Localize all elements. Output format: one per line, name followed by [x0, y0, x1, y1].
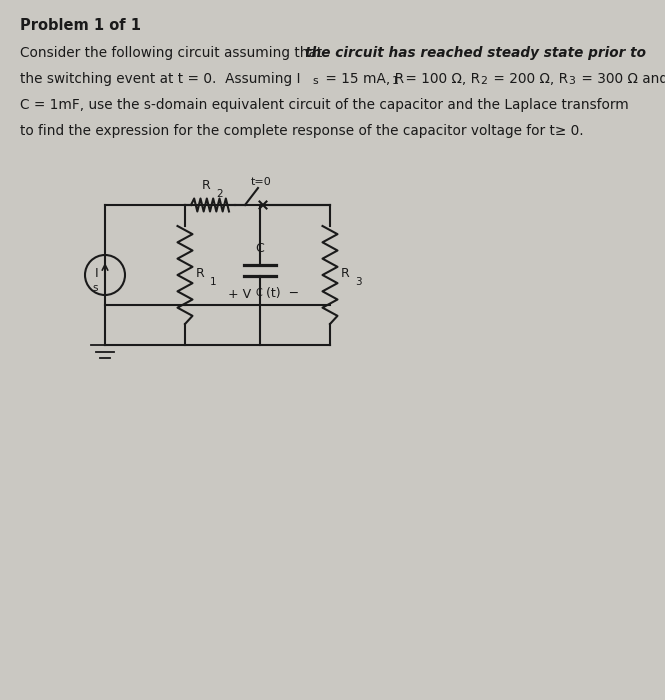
Text: (t)  −: (t) − [266, 288, 299, 300]
Text: + V: + V [228, 288, 251, 300]
Text: s: s [92, 283, 98, 293]
Text: 3: 3 [355, 277, 362, 287]
Text: = 200 Ω, R: = 200 Ω, R [489, 72, 568, 86]
Text: I: I [94, 267, 98, 279]
Text: 1: 1 [210, 277, 217, 287]
Text: 2: 2 [480, 76, 487, 86]
Text: R: R [201, 179, 210, 192]
Text: to find the expression for the complete response of the capacitor voltage for t≥: to find the expression for the complete … [20, 124, 584, 138]
Text: = 300 Ω and: = 300 Ω and [577, 72, 665, 86]
Text: 3: 3 [568, 76, 575, 86]
Text: = 15 mA, R: = 15 mA, R [321, 72, 404, 86]
Text: Consider the following circuit assuming that: Consider the following circuit assuming … [20, 46, 327, 60]
Text: the switching event at t = 0.  Assuming I: the switching event at t = 0. Assuming I [20, 72, 301, 86]
Text: t=0: t=0 [251, 177, 272, 187]
Text: Problem 1 of 1: Problem 1 of 1 [20, 18, 141, 33]
Text: C: C [255, 288, 262, 298]
Text: R: R [341, 267, 350, 279]
Text: C: C [255, 241, 265, 255]
Text: 1: 1 [392, 76, 399, 86]
Text: 2: 2 [217, 189, 223, 199]
Text: R: R [196, 267, 205, 279]
Text: the circuit has reached steady state prior to: the circuit has reached steady state pri… [305, 46, 646, 60]
Text: C = 1mF, use the s-domain equivalent circuit of the capacitor and the Laplace tr: C = 1mF, use the s-domain equivalent cir… [20, 98, 628, 112]
Text: = 100 Ω, R: = 100 Ω, R [401, 72, 480, 86]
Text: s: s [312, 76, 318, 86]
